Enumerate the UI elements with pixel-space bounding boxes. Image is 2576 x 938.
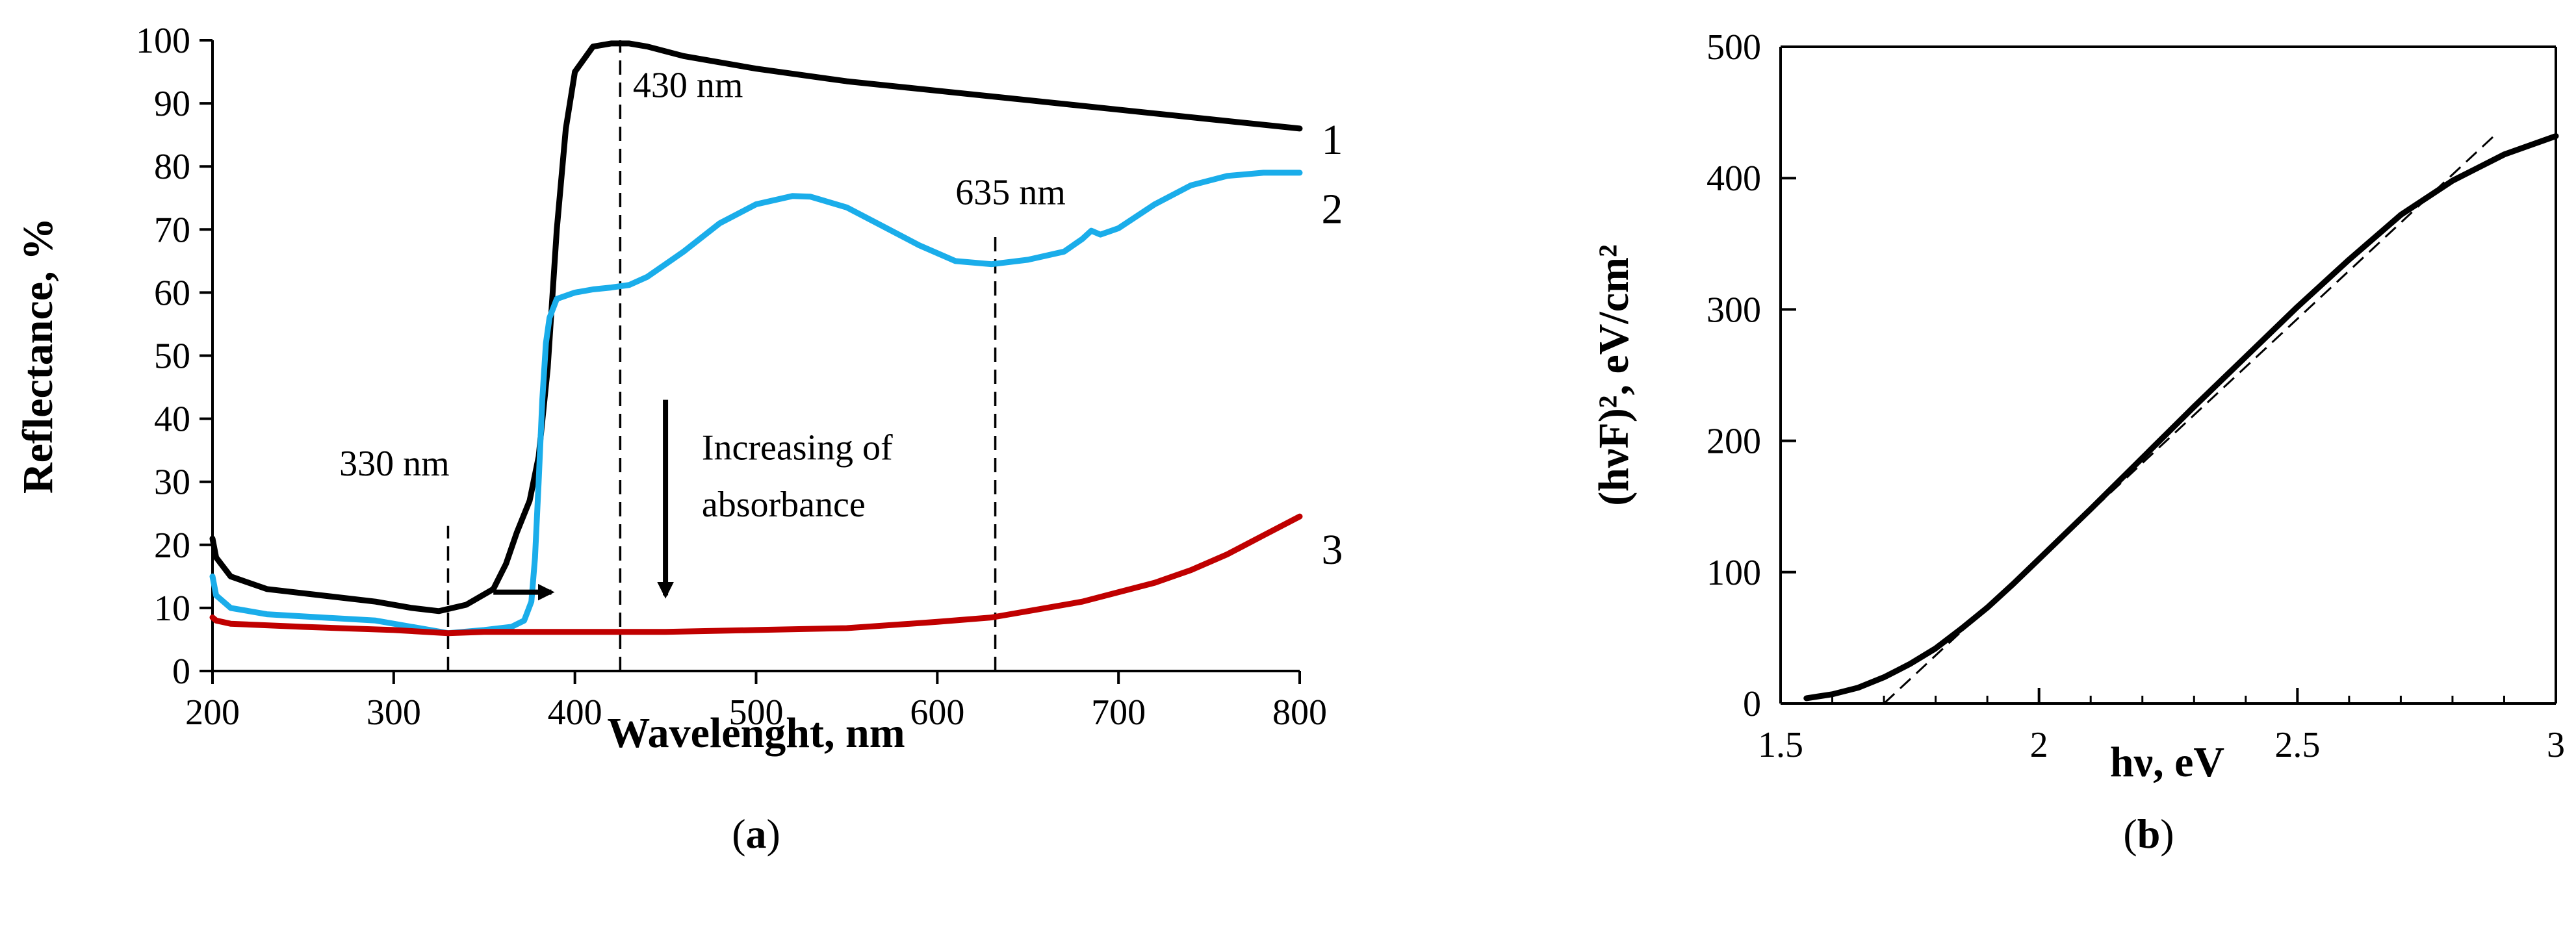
y-tick-label: 500	[1707, 27, 1761, 68]
series-line-1	[209, 40, 1303, 615]
y-tick-label: 400	[1707, 158, 1761, 199]
y-tick-label: 100	[136, 21, 190, 61]
x-tick-label: 600	[910, 692, 964, 733]
annotation: 635 nm	[955, 172, 1066, 212]
panel-label-a: (a)	[732, 811, 780, 857]
x-tick-label: 2	[2030, 725, 2048, 765]
y-tick-label: 20	[154, 526, 190, 566]
panel-b-chart: 1.5 2 2.5 3 0 100 200 300 400 500 hν, eV (hνF)², eV…	[1590, 27, 2565, 857]
panel-label-b: (b)	[2123, 811, 2174, 857]
x-tick-label: 200	[185, 692, 240, 733]
curve-label: 1	[1321, 116, 1343, 164]
y-tick-label: 70	[154, 210, 190, 250]
x-axis-title: Wavelenght, nm	[607, 709, 905, 757]
y-tick-label: 200	[1707, 422, 1761, 462]
annotation: absorbance	[702, 485, 866, 525]
y-tick-label: 0	[1743, 684, 1761, 724]
x-tick-label: 700	[1091, 692, 1146, 733]
y-tick-label: 300	[1707, 290, 1761, 330]
y-tick-label: 100	[1707, 553, 1761, 593]
y-tick-label: 30	[154, 463, 190, 503]
y-axis-title: Reflectance, %	[14, 218, 62, 494]
y-tick-label: 80	[154, 147, 190, 187]
x-tick-label: 3	[2547, 725, 2565, 765]
x-tick-label: 400	[548, 692, 602, 733]
tauc-curve	[1803, 133, 2559, 702]
panel-label-letter: a	[746, 811, 767, 857]
y-tick-label: 90	[154, 84, 190, 124]
series-line-3	[209, 513, 1303, 637]
panel-label-letter: b	[2137, 811, 2161, 857]
annotation: 330 nm	[339, 444, 450, 484]
series-line-2	[209, 170, 1303, 637]
panel-a-chart: 200 300 400 500 600 700 800 0 10 20 30 40 50 60 70 80 90…	[14, 21, 1343, 857]
x-tick-label: 1.5	[1758, 725, 1803, 765]
x-tick-label: 500	[729, 692, 784, 733]
y-tick-label: 50	[154, 336, 190, 377]
x-tick-label: 800	[1272, 692, 1327, 733]
curve-label: 2	[1321, 186, 1343, 233]
curve-label: 3	[1321, 526, 1343, 574]
y-tick-label: 40	[154, 399, 190, 440]
annotation: Increasing of	[702, 428, 893, 468]
x-tick-label: 300	[367, 692, 421, 733]
y-tick-label: 0	[172, 652, 190, 692]
annotation: 430 nm	[633, 65, 743, 105]
x-tick-label: 2.5	[2274, 725, 2320, 765]
x-axis-title: hν, eV	[2110, 739, 2224, 786]
y-tick-label: 60	[154, 273, 190, 313]
y-tick-label: 10	[154, 589, 190, 629]
y-axis-title: (hνF)², eV/cm²	[1590, 244, 1638, 506]
